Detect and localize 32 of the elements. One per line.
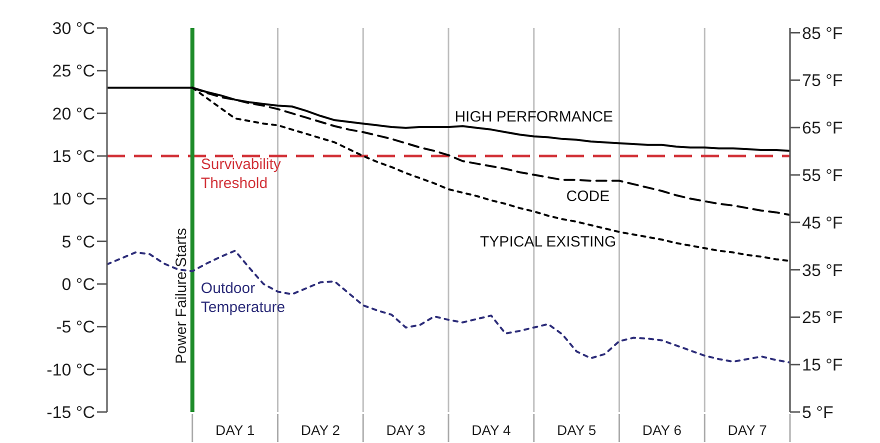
y2-tick-label: 15 °F bbox=[802, 356, 843, 375]
y2-tick-label: 65 °F bbox=[802, 118, 843, 138]
x-tick-label: DAY 4 bbox=[472, 422, 511, 438]
series-label: HIGH PERFORMANCE bbox=[454, 108, 614, 126]
y2-tick-label: 5 °F bbox=[802, 403, 834, 422]
y-tick-label: -15 °C bbox=[46, 403, 95, 422]
series-label: CODE bbox=[566, 188, 610, 206]
series-label: TYPICAL EXISTING bbox=[480, 233, 616, 250]
y-tick-label: 10 °C bbox=[52, 190, 95, 209]
annotation: Power Failure Starts bbox=[172, 228, 190, 364]
x-tick-label: DAY 7 bbox=[728, 422, 768, 438]
y-tick-label: 15 °C bbox=[52, 147, 95, 166]
y-tick-label: 20 °C bbox=[52, 104, 95, 124]
x-tick-label: DAY 1 bbox=[215, 422, 255, 438]
y-tick-label: 0 °C bbox=[62, 275, 95, 294]
x-tick-label: DAY 5 bbox=[556, 422, 596, 438]
y-tick-label: 30 °C bbox=[52, 19, 95, 38]
y-tick-label: 25 °C bbox=[52, 62, 95, 81]
x-tick-label: DAY 2 bbox=[300, 422, 340, 438]
y2-tick-label: 45 °F bbox=[802, 213, 843, 232]
y-tick-label: -5 °C bbox=[56, 318, 95, 337]
y2-tick-label: 75 °F bbox=[802, 71, 843, 90]
y-tick-label: -10 °C bbox=[46, 360, 95, 380]
x-tick-label: DAY 6 bbox=[642, 422, 682, 438]
series-label: Outdoor Temperature bbox=[200, 280, 286, 316]
y2-tick-label: 85 °F bbox=[802, 24, 843, 43]
y2-tick-label: 35 °F bbox=[802, 260, 843, 280]
y-tick-label: 5 °C bbox=[62, 232, 95, 252]
ref-line-label: Survivability Threshold bbox=[200, 156, 282, 192]
y2-tick-label: 25 °F bbox=[802, 308, 843, 328]
x-tick-label: DAY 3 bbox=[386, 422, 426, 438]
y2-tick-label: 55 °F bbox=[802, 166, 843, 185]
